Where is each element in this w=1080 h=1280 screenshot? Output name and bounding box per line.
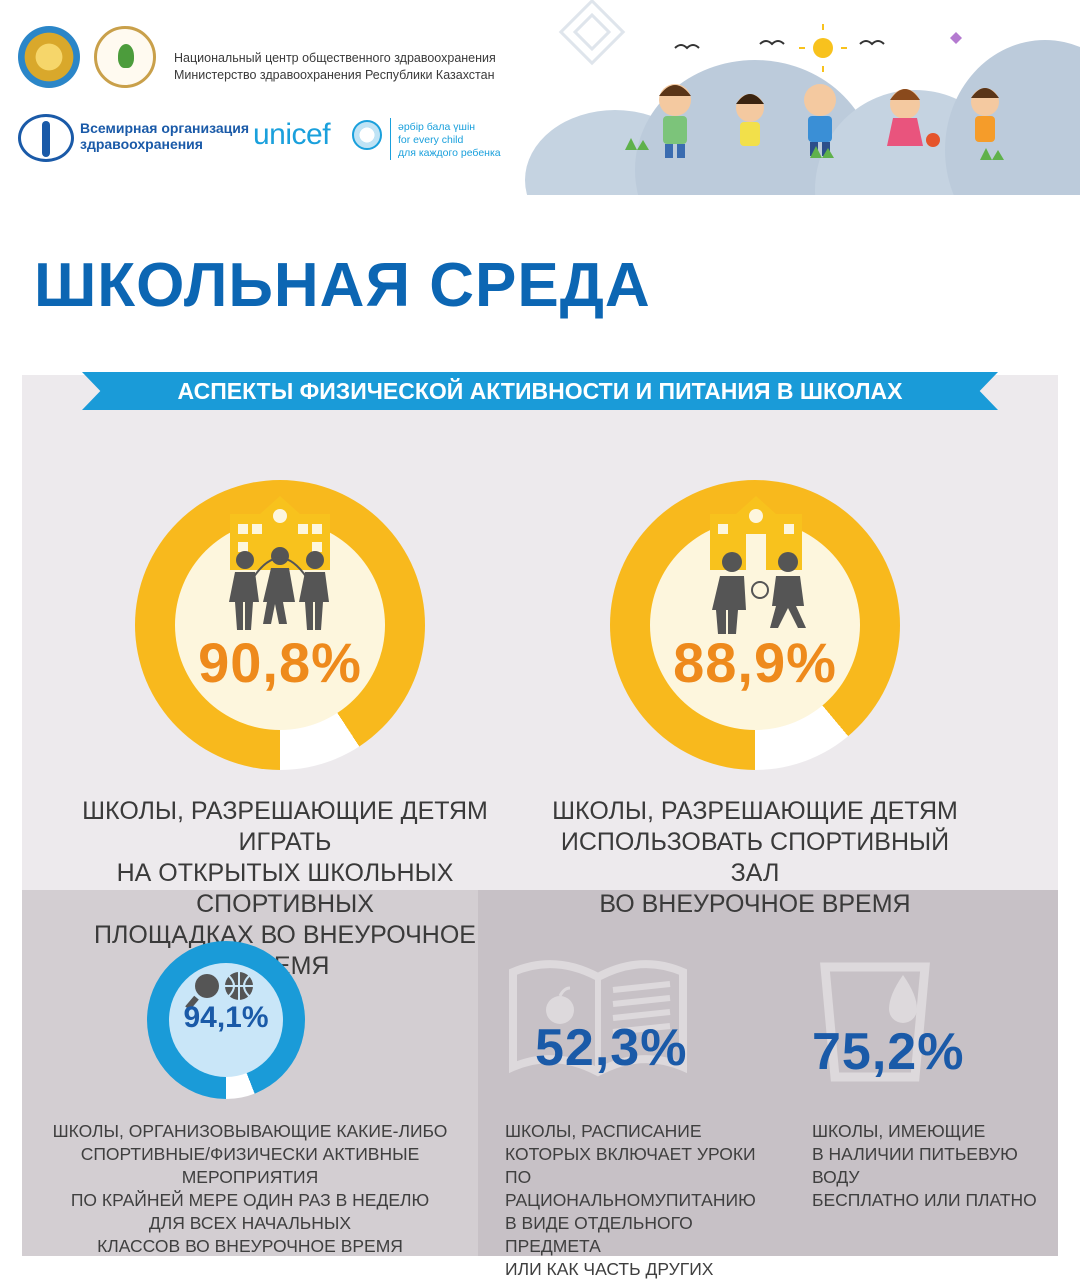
org-line-1: Национальный центр общественного здравоо… <box>174 51 496 65</box>
caption-line: ПО КРАЙНЕЙ МЕРЕ ОДИН РАЗ В НЕДЕЛЮ <box>70 1190 430 1210</box>
org-line-2: Министерство здравоохранения Республики … <box>174 68 495 82</box>
caption-line: ВО ВНЕУРОЧНОЕ ВРЕМЯ <box>599 890 911 918</box>
kazakhstan-emblem-icon <box>18 26 80 88</box>
who-name: Всемирная организация здравоохранения <box>80 120 249 152</box>
organization-text: Национальный центр общественного здравоо… <box>174 50 496 84</box>
caption-line: ПЛОЩАДКАХ ВО ВНЕУРОЧНОЕ ВРЕМЯ <box>94 921 476 980</box>
stat-value-drinking-water: 75,2% <box>812 1023 965 1081</box>
stat-donut-playgrounds: 90,8% <box>135 480 425 770</box>
children-illustration <box>515 0 1080 195</box>
stat-caption-playgrounds: ШКОЛЫ, РАЗРЕШАЮЩИЕ ДЕТЯМ ИГРАТЬ НА ОТКРЫ… <box>62 796 508 982</box>
unicef-wordmark: unicef <box>253 118 331 151</box>
kids-drawing-icon <box>558 0 1004 160</box>
caption-line: ПО РАЦИОНАЛЬНОМУПИТАНИЮ <box>505 1167 756 1210</box>
stat-caption-nutrition-lessons: ШКОЛЫ, РАСПИСАНИЕ КОТОРЫХ ВКЛЮЧАЕТ УРОКИ… <box>505 1120 775 1280</box>
who-line-1: Всемирная организация <box>80 120 250 136</box>
header: Национальный центр общественного здравоо… <box>0 0 1080 195</box>
caption-line: ДЛЯ ВСЕХ НАЧАЛЬНЫХ <box>148 1213 352 1233</box>
unicef-tag-en: for every child <box>398 134 464 146</box>
page-title: ШКОЛЬНАЯ СРЕДА <box>34 251 651 320</box>
caption-line: ШКОЛЫ, ОРГАНИЗОВЫВАЮЩИЕ КАКИЕ-ЛИБО <box>52 1121 448 1141</box>
section-banner: АСПЕКТЫ ФИЗИЧЕСКОЙ АКТИВНОСТИ И ПИТАНИЯ … <box>82 372 998 410</box>
unicef-tag-ru: для каждого ребенка <box>398 147 501 159</box>
school-children-playing-icon <box>229 496 330 630</box>
stat-donut-sports-events: 94,1% <box>147 941 305 1099</box>
stat-caption-gym: ШКОЛЫ, РАЗРЕШАЮЩИЕ ДЕТЯМ ИСПОЛЬЗОВАТЬ СП… <box>540 796 970 920</box>
caption-line: В НАЛИЧИИ ПИТЬЕВУЮ ВОДУ <box>812 1144 1018 1187</box>
caption-line: БЕСПЛАТНО ИЛИ ПЛАТНО <box>812 1190 1037 1210</box>
caption-line: ИЛИ КАК ЧАСТЬ ДРУГИХ УРОКОВ <box>505 1259 714 1279</box>
banner-text: АСПЕКТЫ ФИЗИЧЕСКОЙ АКТИВНОСТИ И ПИТАНИЯ … <box>177 378 903 404</box>
stat-value-gym: 88,9% <box>673 631 837 694</box>
stat-donut-gym: 88,9% <box>610 480 900 770</box>
caption-line: НА ОТКРЫТЫХ ШКОЛЬНЫХ СПОРТИВНЫХ <box>116 859 454 918</box>
who-logo-icon <box>18 114 74 162</box>
school-children-ball-icon <box>710 496 806 634</box>
caption-line: ШКОЛЫ, РАЗРЕШАЮЩИЕ ДЕТЯМ ИГРАТЬ <box>82 797 488 856</box>
unicef-tag-kz: әрбір бала үшін <box>398 121 476 133</box>
stat-caption-drinking-water: ШКОЛЫ, ИМЕЮЩИЕ В НАЛИЧИИ ПИТЬЕВУЮ ВОДУ Б… <box>812 1120 1052 1212</box>
water-glass-icon <box>820 962 930 1082</box>
stat-value-nutrition-lessons: 52,3% <box>535 1019 688 1077</box>
caption-line: ИСПОЛЬЗОВАТЬ СПОРТИВНЫЙ ЗАЛ <box>560 828 950 887</box>
bottom-right-panel <box>478 890 1058 1256</box>
stat-value-sports-events: 94,1% <box>183 1001 269 1034</box>
stat-caption-sports-events: ШКОЛЫ, ОРГАНИЗОВЫВАЮЩИЕ КАКИЕ-ЛИБО СПОРТ… <box>30 1120 470 1258</box>
caption-line: ШКОЛЫ, РАЗРЕШАЮЩИЕ ДЕТЯМ <box>552 797 958 825</box>
unicef-globe-icon <box>352 120 382 150</box>
caption-line: ШКОЛЫ, РАСПИСАНИЕ <box>505 1121 702 1141</box>
unicef-divider <box>390 118 391 160</box>
caption-line: КЛАССОВ ВО ВНЕУРОЧНОЕ ВРЕМЯ <box>97 1236 403 1256</box>
caption-line: СПОРТИВНЫЕ/ФИЗИЧЕСКИ АКТИВНЫЕ МЕРОПРИЯТИ… <box>80 1144 420 1187</box>
who-line-2: здравоохранения <box>80 136 203 152</box>
sports-balls-icon <box>185 972 253 1011</box>
caption-line: КОТОРЫХ ВКЛЮЧАЕТ УРОКИ <box>505 1144 756 1164</box>
unicef-tagline: әрбір бала үшін for every child для кажд… <box>398 121 501 160</box>
national-center-logo-icon <box>94 26 156 88</box>
book-apple-icon <box>509 960 687 1077</box>
stat-value-playgrounds: 90,8% <box>198 631 362 694</box>
caption-line: В ВИДЕ ОТДЕЛЬНОГО ПРЕДМЕТА <box>505 1213 693 1256</box>
caption-line: ШКОЛЫ, ИМЕЮЩИЕ <box>812 1121 986 1141</box>
